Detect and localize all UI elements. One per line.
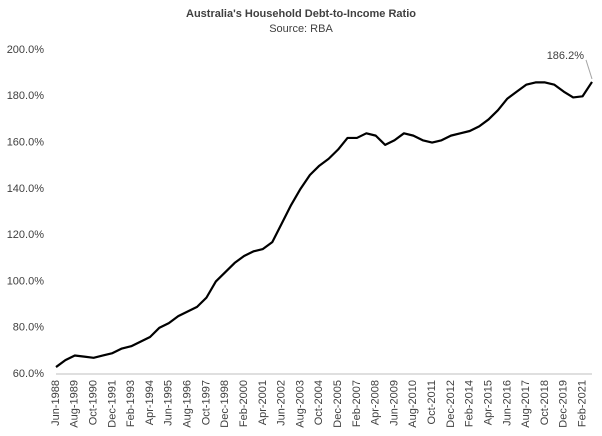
x-tick-label: Aug-2017 [520, 380, 532, 428]
x-tick-label: Feb-2014 [464, 380, 476, 427]
x-tick-label: Jun-2009 [388, 380, 400, 426]
x-tick-label: Dec-2005 [332, 380, 344, 428]
data-line [55, 81, 593, 368]
x-tick-label: Aug-2003 [294, 380, 306, 428]
x-tick-label: Dec-1991 [106, 380, 118, 428]
chart-subtitle: Source: RBA [269, 23, 333, 35]
x-tick-label: Dec-2012 [445, 380, 457, 428]
annotation: 186.2% [547, 50, 585, 62]
x-tick-label: Oct-1990 [88, 380, 100, 425]
x-tick-label: Aug-1989 [69, 380, 81, 428]
x-tick-label: Jun-1995 [163, 380, 175, 426]
x-tick-label: Jun-1988 [50, 380, 62, 426]
annotation-leader [585, 59, 593, 80]
x-tick-label: Feb-2007 [351, 380, 363, 427]
x-tick-label: Feb-1993 [125, 380, 137, 427]
x-tick-label: Apr-2001 [257, 380, 269, 425]
x-tick-label: Apr-2015 [482, 380, 494, 425]
x-tick-label: Aug-1996 [182, 380, 194, 428]
y-tick-label: 180.0% [7, 90, 45, 102]
x-tick-label: Dec-2019 [558, 380, 570, 428]
x-tick-label: Oct-2018 [539, 380, 551, 425]
x-tick-label: Oct-1997 [200, 380, 212, 425]
x-tick-label: Jun-2016 [501, 380, 513, 426]
chart-title: Australia's Household Debt-to-Income Rat… [186, 8, 416, 20]
x-tick-label: Apr-2008 [370, 380, 382, 425]
x-tick-label: Jun-2002 [276, 380, 288, 426]
x-tick-label: Apr-1994 [144, 380, 156, 425]
x-tick-label: Feb-2021 [577, 380, 589, 427]
y-tick-label: 120.0% [7, 229, 45, 241]
x-tick-label: Aug-2010 [407, 380, 419, 428]
x-tick-label: Dec-1998 [219, 380, 231, 428]
x-tick-label: Oct-2004 [313, 380, 325, 425]
y-tick-label: 200.0% [7, 44, 45, 56]
y-tick-label: 140.0% [7, 183, 45, 195]
y-tick-label: 100.0% [7, 275, 45, 287]
y-tick-label: 60.0% [13, 368, 44, 380]
x-tick-label: Oct-2011 [426, 380, 438, 424]
y-tick-label: 80.0% [13, 322, 44, 334]
x-tick-label: Feb-2000 [238, 380, 250, 427]
y-tick-label: 160.0% [7, 136, 45, 148]
